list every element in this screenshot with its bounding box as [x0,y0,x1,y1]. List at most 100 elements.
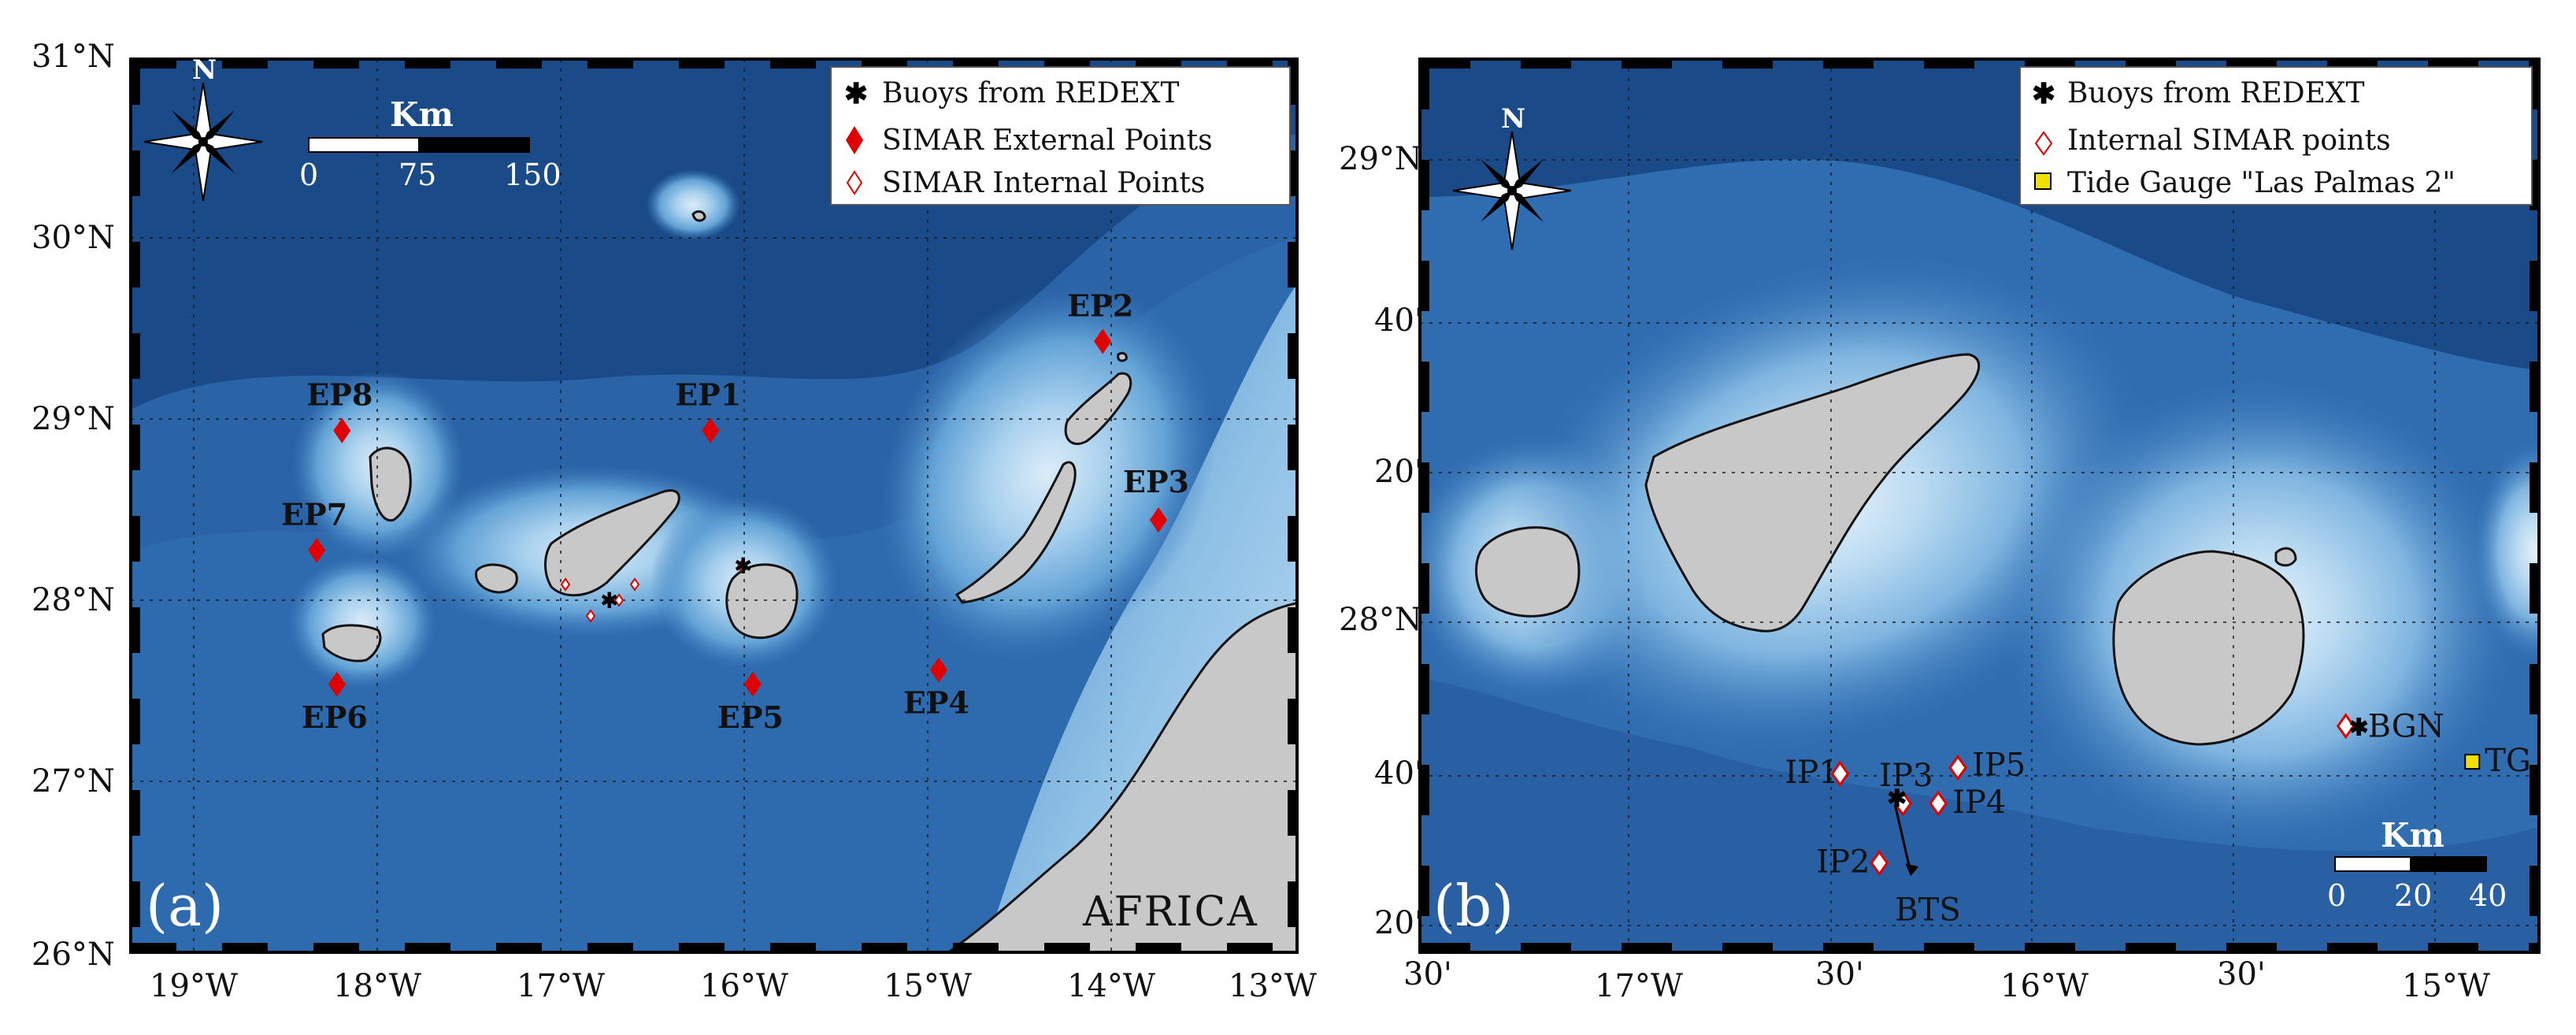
frame-segment [131,699,140,744]
lat-ticks-b: 29°N 40' 20' 28°N 40' 20' [1339,141,1423,941]
island-el-hierro [321,624,382,662]
frame-segment [2530,261,2539,311]
svg-text:17°W: 17°W [517,968,605,1004]
frame-segment [770,943,816,952]
frame-segment [1823,59,1874,69]
frame-segment [131,516,140,562]
frame-segment [2529,943,2539,952]
graticule-a [131,59,1297,952]
svg-text:30': 30' [1403,956,1452,992]
legend-item-label: Buoys from REDEXT [882,77,1180,109]
external-point-marker [1094,328,1112,354]
north-arrow-icon: N [143,54,263,202]
legend-item-label: Buoys from REDEXT [2067,77,2365,109]
point-label: EP6 [302,699,368,735]
point-label: EP4 [903,685,969,721]
scale-bar: Km 0 75 150 [299,95,562,192]
frame-segment [1227,943,1273,952]
frame-segment [1521,59,1571,69]
frame-segment [1622,59,1672,69]
frame-segment [587,943,633,952]
scale-tick: 40 [2469,878,2507,913]
svg-text:40': 40' [1374,755,1423,792]
panel-b-label: (b) [1433,873,1514,939]
frame-segment [1521,943,1571,952]
legend-b: ✱ Buoys from REDEXT Internal SIMAR point… [2019,66,2533,206]
svg-text:30': 30' [2217,956,2266,992]
frame-segment [1420,943,1470,952]
frame-segment [770,59,816,69]
point-label: EP7 [281,497,347,532]
frame-segment [1924,943,1974,952]
north-label: N [192,54,217,86]
island-la-gomera [475,563,518,594]
svg-text:17°W: 17°W [1595,968,1683,1004]
point-label: BTS [1895,892,1960,928]
frame-segment [1420,765,1429,815]
island-gran-canaria [2112,550,2305,746]
frame-segment [1420,866,1429,916]
frame-segment [131,59,176,69]
frame-segment [1420,261,1429,311]
point-label: EP8 [306,377,373,413]
external-point-marker [929,657,947,683]
scale-tick: 0 [2327,878,2346,913]
frame-segment [2428,943,2478,952]
frame-segment [679,943,725,952]
svg-text:16°W: 16°W [2000,968,2089,1004]
frame-segment [1823,943,1874,952]
panel-a-label: (a) [146,873,224,939]
svg-text:28°N: 28°N [32,582,115,618]
diamond-open-icon [2034,131,2053,156]
frame-segment [222,943,268,952]
svg-text:40': 40' [1374,302,1423,339]
frame-segment [2530,664,2539,714]
graticule-b [1420,59,2539,952]
svg-text:29°N: 29°N [1339,141,1422,177]
lon-ticks-a: 19°W 18°W 17°W 16°W 15°W 14°W 13°W [150,968,1317,1004]
frame-segment [587,59,633,69]
island-tenerife [1644,353,1981,632]
external-point-marker [328,671,346,697]
external-point-marker [702,417,720,443]
svg-text:30°N: 30°N [32,220,115,256]
internal-point-marker [1948,755,1967,781]
point-label: IP1 [1785,755,1838,791]
frame-segment [1288,242,1297,288]
lon-ticks-b: 30' 17°W 30' 16°W 30' 15°W [1403,956,2490,1004]
svg-text:19°W: 19°W [150,968,238,1004]
internal-points-a: ✱ ✱ [560,553,752,623]
frame-segment [496,943,542,952]
buoy-star-icon: ✱ [1887,785,1907,812]
point-label: IP5 [1972,748,2026,784]
frame-segment [2025,943,2075,952]
scale-tick: 75 [398,158,436,192]
frame-segment [2126,943,2176,952]
frame-segment [131,790,140,836]
scale-bar-title: Km [390,95,454,134]
frame-segment [131,425,140,470]
frame-segment [1622,943,1672,952]
external-point-marker [308,537,326,563]
frame-segment [1924,59,1974,69]
island-la-palma [369,447,412,522]
legend-item-label: Tide Gauge "Las Palmas 2" [2067,167,2456,199]
frame-segment [1044,943,1090,952]
buoy-star-icon: ✱ [600,588,618,614]
frame-segment [131,150,140,196]
svg-text:18°W: 18°W [333,968,421,1004]
legend-a: ✱ Buoys from REDEXT SIMAR External Point… [830,66,1291,206]
scale-bar: Km 0 20 40 [2327,816,2507,913]
buoy-star-icon: ✱ [734,553,752,579]
scale-tick: 0 [299,158,318,192]
frame-segment [2327,943,2378,952]
bts-arrow [1893,803,1912,874]
svg-text:31°N: 31°N [32,39,115,75]
frame-segment [1420,59,1470,69]
frame-segment [862,943,907,952]
frame-segment [496,59,542,69]
frame-segment [2530,462,2539,513]
point-label: BGN [2368,709,2444,745]
